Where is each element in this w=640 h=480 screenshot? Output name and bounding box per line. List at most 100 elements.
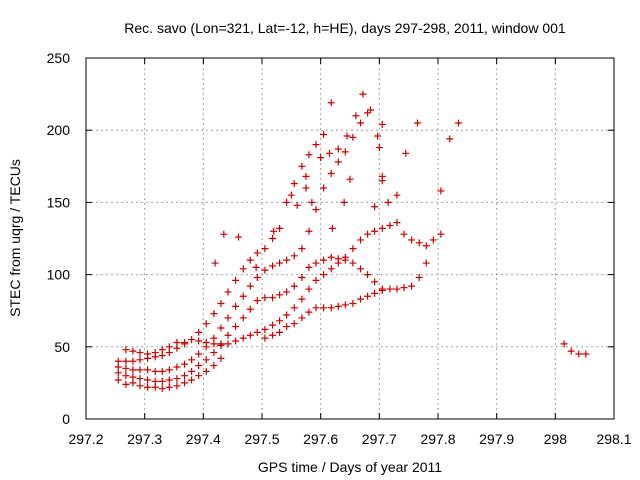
data-point [269,235,277,242]
data-point [293,201,301,209]
data-point [202,338,210,346]
data-point [158,377,166,385]
data-point [327,253,335,261]
data-point [211,259,219,267]
data-point [349,133,357,141]
x-tick-label: 297.6 [303,431,338,447]
data-point [298,162,306,170]
data-point [367,106,375,114]
x-tick-label: 297.5 [244,431,279,447]
data-point [290,320,298,328]
data-point [320,131,328,139]
data-point [136,366,144,374]
plot-frame [85,57,615,420]
data-point [400,230,408,238]
data-point [173,382,181,390]
data-point [455,119,463,127]
data-point [239,265,247,273]
data-point [202,320,210,328]
data-point [210,340,218,348]
data-point [269,331,277,339]
data-point [224,288,232,296]
data-point [359,90,367,98]
data-point [276,224,284,232]
data-point [357,119,365,127]
data-point [446,135,454,143]
x-tick-label: 297.4 [186,431,221,447]
data-point [408,236,416,244]
data-point [305,151,313,159]
data-point [334,145,342,153]
data-point [413,119,421,127]
data-point [327,265,335,273]
data-point [415,273,423,281]
y-tick-label: 250 [47,50,71,66]
data-point [269,262,277,270]
data-points [114,90,590,393]
data-point [173,363,181,371]
data-point [298,245,306,253]
data-point [144,383,152,391]
data-point [122,364,130,372]
data-point [181,379,189,387]
data-point [232,302,240,310]
x-axis-label: GPS time / Days of year 2011 [258,459,442,475]
data-point [305,308,313,316]
data-point [136,356,144,364]
data-point [165,343,173,351]
data-point [173,375,181,383]
data-point [144,350,152,358]
x-tick-label: 297.2 [68,431,103,447]
data-point [364,271,372,279]
data-point [349,245,357,253]
data-point [253,297,261,305]
data-point [232,323,240,331]
data-point [188,376,196,384]
data-point [334,158,342,166]
data-point [437,187,445,195]
data-point [298,314,306,322]
data-point [312,259,320,267]
data-point [575,350,583,358]
data-point [122,357,130,365]
grid-lines [86,58,614,419]
data-point [422,242,430,250]
data-point [224,331,232,339]
data-point [290,304,298,312]
data-point [349,259,357,267]
data-point [151,349,159,357]
y-tick-label: 50 [54,339,70,355]
data-point [129,347,137,355]
x-tick-label: 298.1 [596,431,631,447]
chart-title: Rec. savo (Lon=321, Lat=-12, h=HE), days… [124,20,566,36]
data-point [378,120,386,128]
data-point [165,383,173,391]
y-axis-label: STEC from uqrg / TECUs [7,159,23,317]
data-point [165,376,173,384]
data-point [195,372,203,380]
data-point [298,295,306,303]
data-point [437,230,445,238]
data-point [384,198,392,206]
data-point [269,321,277,329]
data-point [317,154,325,162]
data-point [188,356,196,364]
data-point [261,325,269,333]
data-point [210,310,218,318]
data-point [371,278,379,286]
data-point [334,302,342,310]
data-point [246,305,254,313]
data-point [283,256,291,264]
axis-ticks [85,57,615,420]
data-point [253,273,261,281]
data-point [393,285,401,293]
x-tick-label: 297.8 [420,431,455,447]
data-point [371,227,379,235]
data-point [375,144,383,152]
data-point [415,239,423,247]
data-point [283,311,291,319]
data-point [276,328,284,336]
data-point [136,349,144,357]
data-point [393,219,401,227]
data-point [122,380,130,388]
